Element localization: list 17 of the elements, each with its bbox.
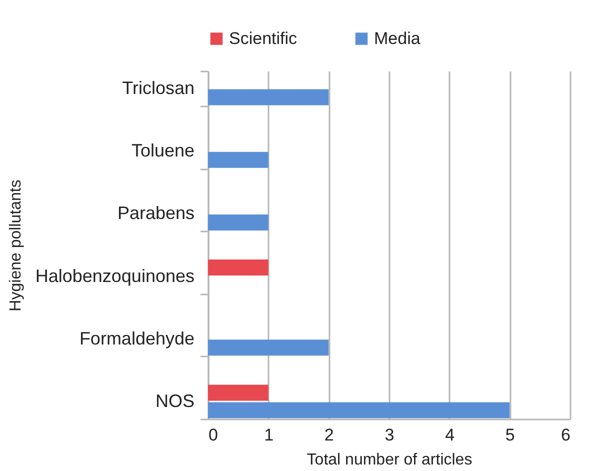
x-axis-title: Total number of articles — [306, 452, 472, 468]
y-tick-label: Halobenzoquinones — [35, 266, 194, 286]
x-tick-label: 1 — [264, 426, 274, 444]
x-tick-label: 4 — [445, 426, 455, 444]
y-tick-label: Formaldehyde — [79, 328, 194, 348]
legend-label: Scientific — [229, 28, 298, 48]
x-tick-label: 2 — [324, 426, 334, 444]
y-tick-label: Triclosan — [122, 78, 194, 98]
x-tick-label: 0 — [208, 426, 218, 444]
x-tick-label: 6 — [561, 426, 570, 444]
y-tick-label: NOS — [155, 390, 194, 411]
y-axis-title: Hygiene pollutants — [7, 180, 24, 312]
y-tick-label: Parabens — [117, 203, 194, 224]
x-tick-label: 3 — [384, 426, 394, 444]
y-tick-label: Toluene — [131, 140, 194, 161]
legend-label: Media — [374, 28, 421, 48]
x-tick-label: 5 — [505, 426, 515, 444]
